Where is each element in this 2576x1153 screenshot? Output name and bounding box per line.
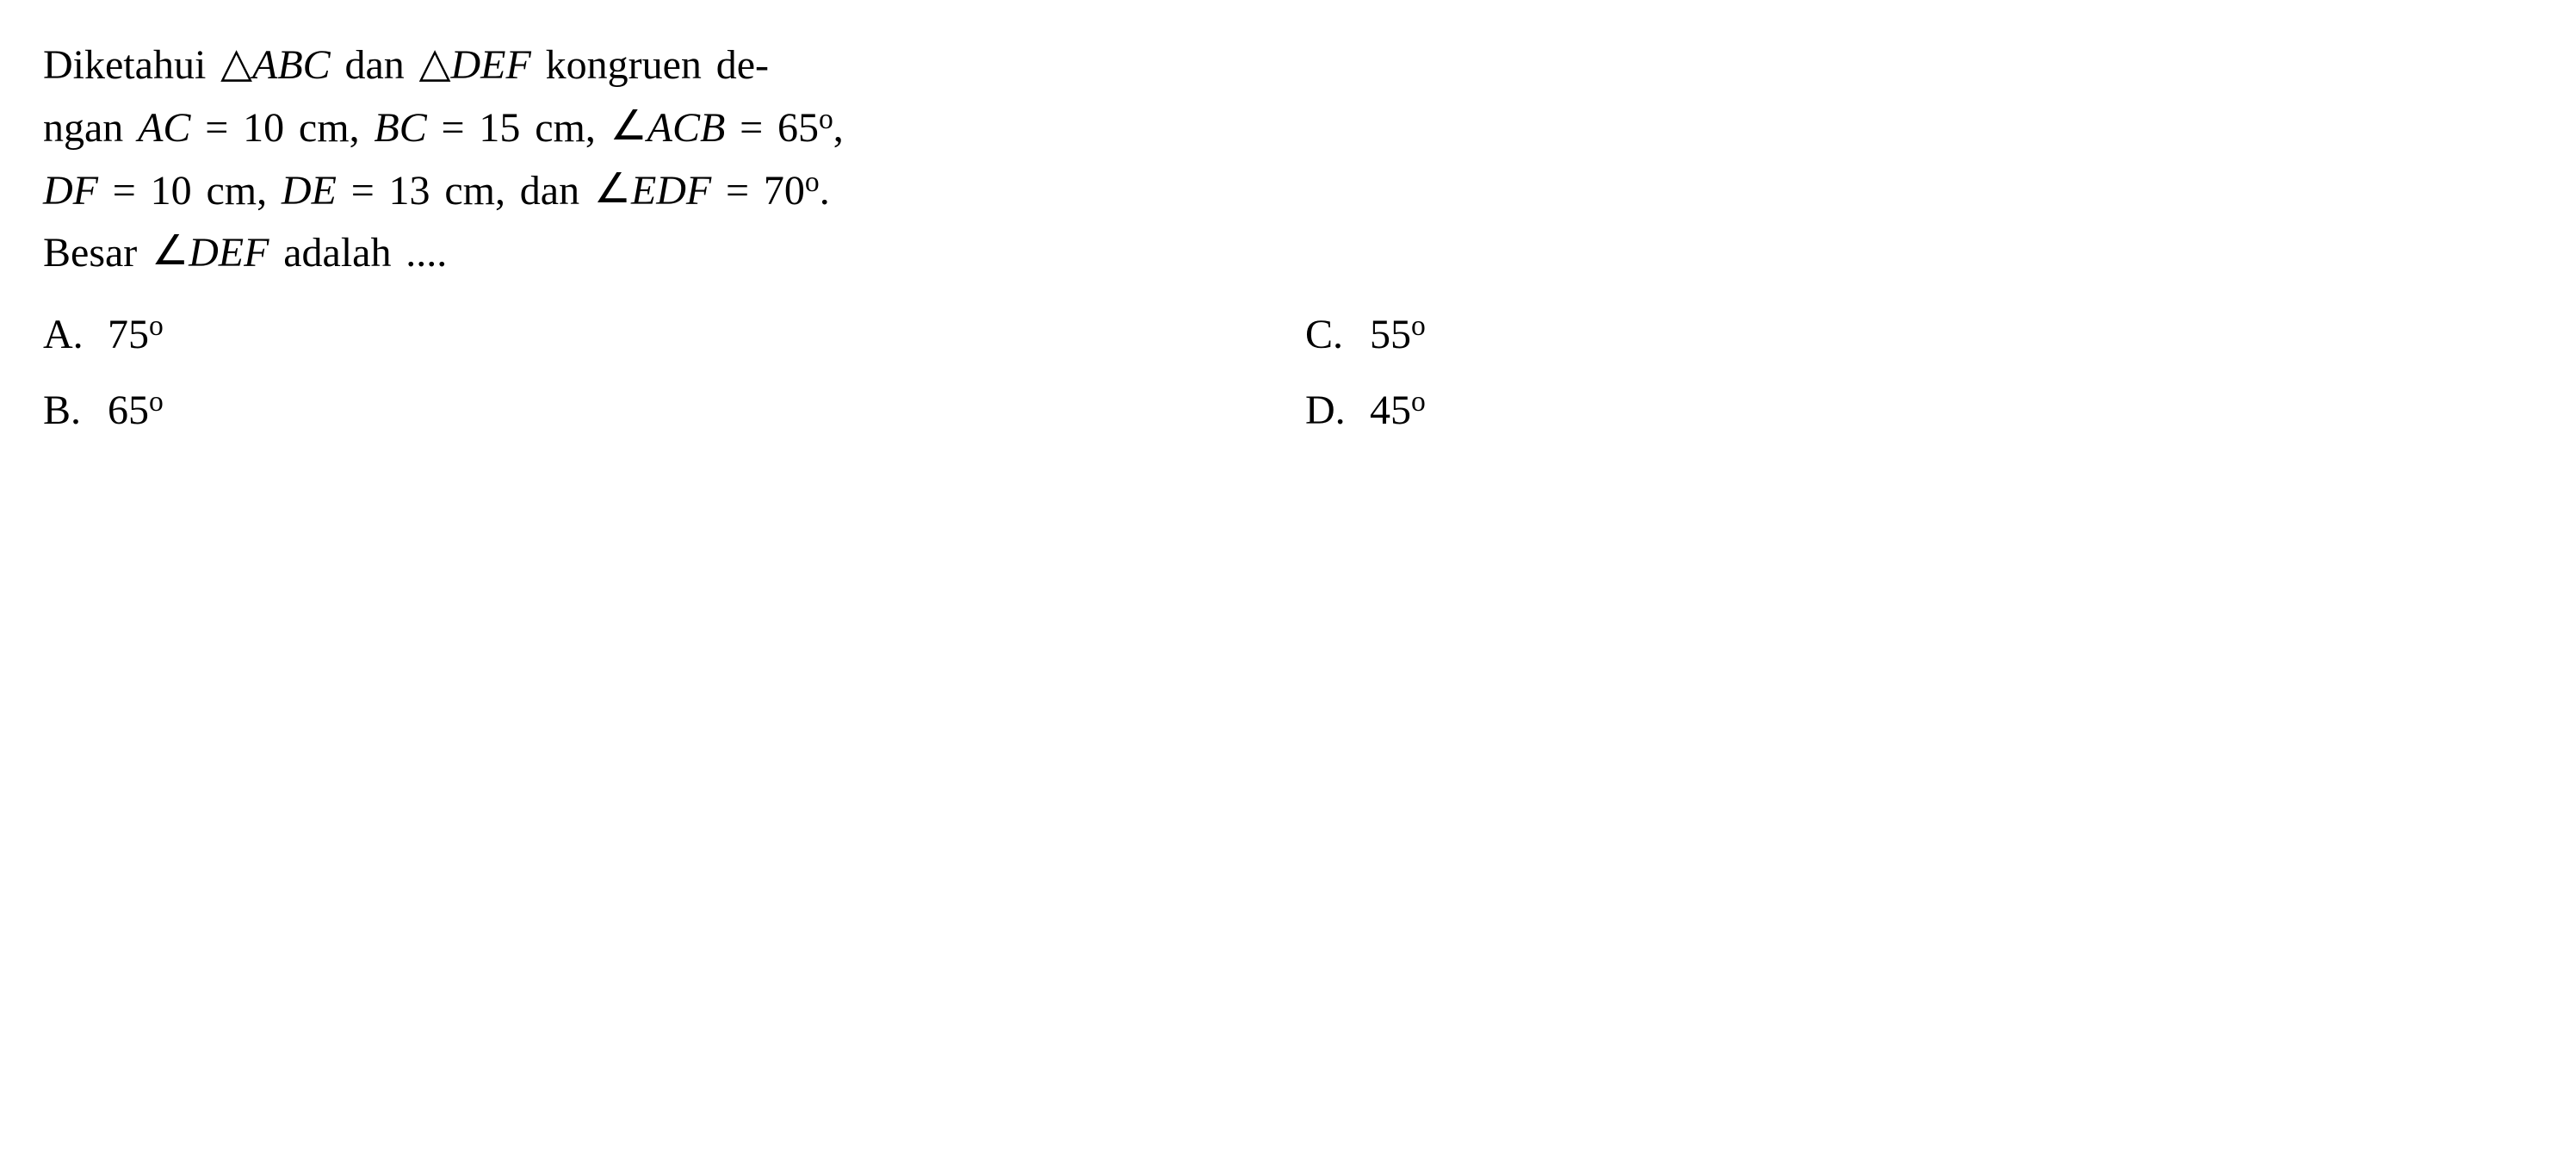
variable-abc: ABC [252,42,331,88]
text-segment: adalah .... [269,230,447,276]
angle-symbol: ∠ [594,158,631,220]
option-d-number: 45 [1370,387,1411,433]
degree-symbol: o [819,103,833,135]
question-stem: Diketahui △ABC dan △DEF kongruen de- nga… [43,34,2533,284]
option-a-label: A. [43,302,90,369]
option-c-number: 55 [1370,312,1411,357]
option-b[interactable]: B. 65o [43,377,1271,444]
variable-de: DE [282,168,337,214]
variable-bc: BC [374,105,426,151]
degree-symbol: o [1411,386,1426,418]
question-line-3: DF = 10 cm, DE = 13 cm, dan ∠EDF = 70o. [43,159,2533,222]
option-a[interactable]: A. 75o [43,301,1271,369]
option-d[interactable]: D. 45o [1305,377,2533,444]
text-segment: . [820,168,830,214]
variable-def: DEF [451,42,531,88]
option-d-label: D. [1305,378,1353,444]
angle-symbol: ∠ [610,96,647,158]
text-segment: , [833,105,844,151]
text-segment: = 70 [711,168,805,214]
text-segment: Diketahui [43,42,220,88]
degree-symbol: o [1411,310,1426,342]
option-b-label: B. [43,378,90,444]
option-a-number: 75 [108,312,149,357]
variable-edf: EDF [631,168,711,214]
option-d-value: 45o [1370,377,1426,444]
text-segment: kongruen de- [531,42,769,88]
triangle-symbol: △ [419,33,451,95]
text-segment: = 65 [725,105,819,151]
degree-symbol: o [149,310,164,342]
angle-symbol: ∠ [152,220,189,282]
text-segment: = 10 cm, [98,168,282,214]
triangle-symbol: △ [220,33,252,95]
text-segment: = 13 cm, dan [337,168,594,214]
text-segment: = 10 cm, [190,105,374,151]
option-c-value: 55o [1370,301,1426,369]
degree-symbol: o [149,386,164,418]
options-container: A. 75o C. 55o B. 65o D. 45o [43,301,2533,444]
question-line-2: ngan AC = 10 cm, BC = 15 cm, ∠ACB = 65o, [43,96,2533,159]
option-b-value: 65o [108,377,164,444]
option-b-number: 65 [108,387,149,433]
option-a-value: 75o [108,301,164,369]
option-c[interactable]: C. 55o [1305,301,2533,369]
variable-def: DEF [189,230,269,276]
variable-ac: AC [138,105,190,151]
text-segment: ngan [43,105,138,151]
text-segment: Besar [43,230,152,276]
text-segment: = 15 cm, [427,105,610,151]
question-line-4: Besar ∠DEF adalah .... [43,222,2533,284]
question-line-1: Diketahui △ABC dan △DEF kongruen de- [43,34,2533,96]
degree-symbol: o [805,166,820,198]
variable-df: DF [43,168,98,214]
text-segment: dan [331,42,419,88]
variable-acb: ACB [647,105,726,151]
option-c-label: C. [1305,302,1353,369]
